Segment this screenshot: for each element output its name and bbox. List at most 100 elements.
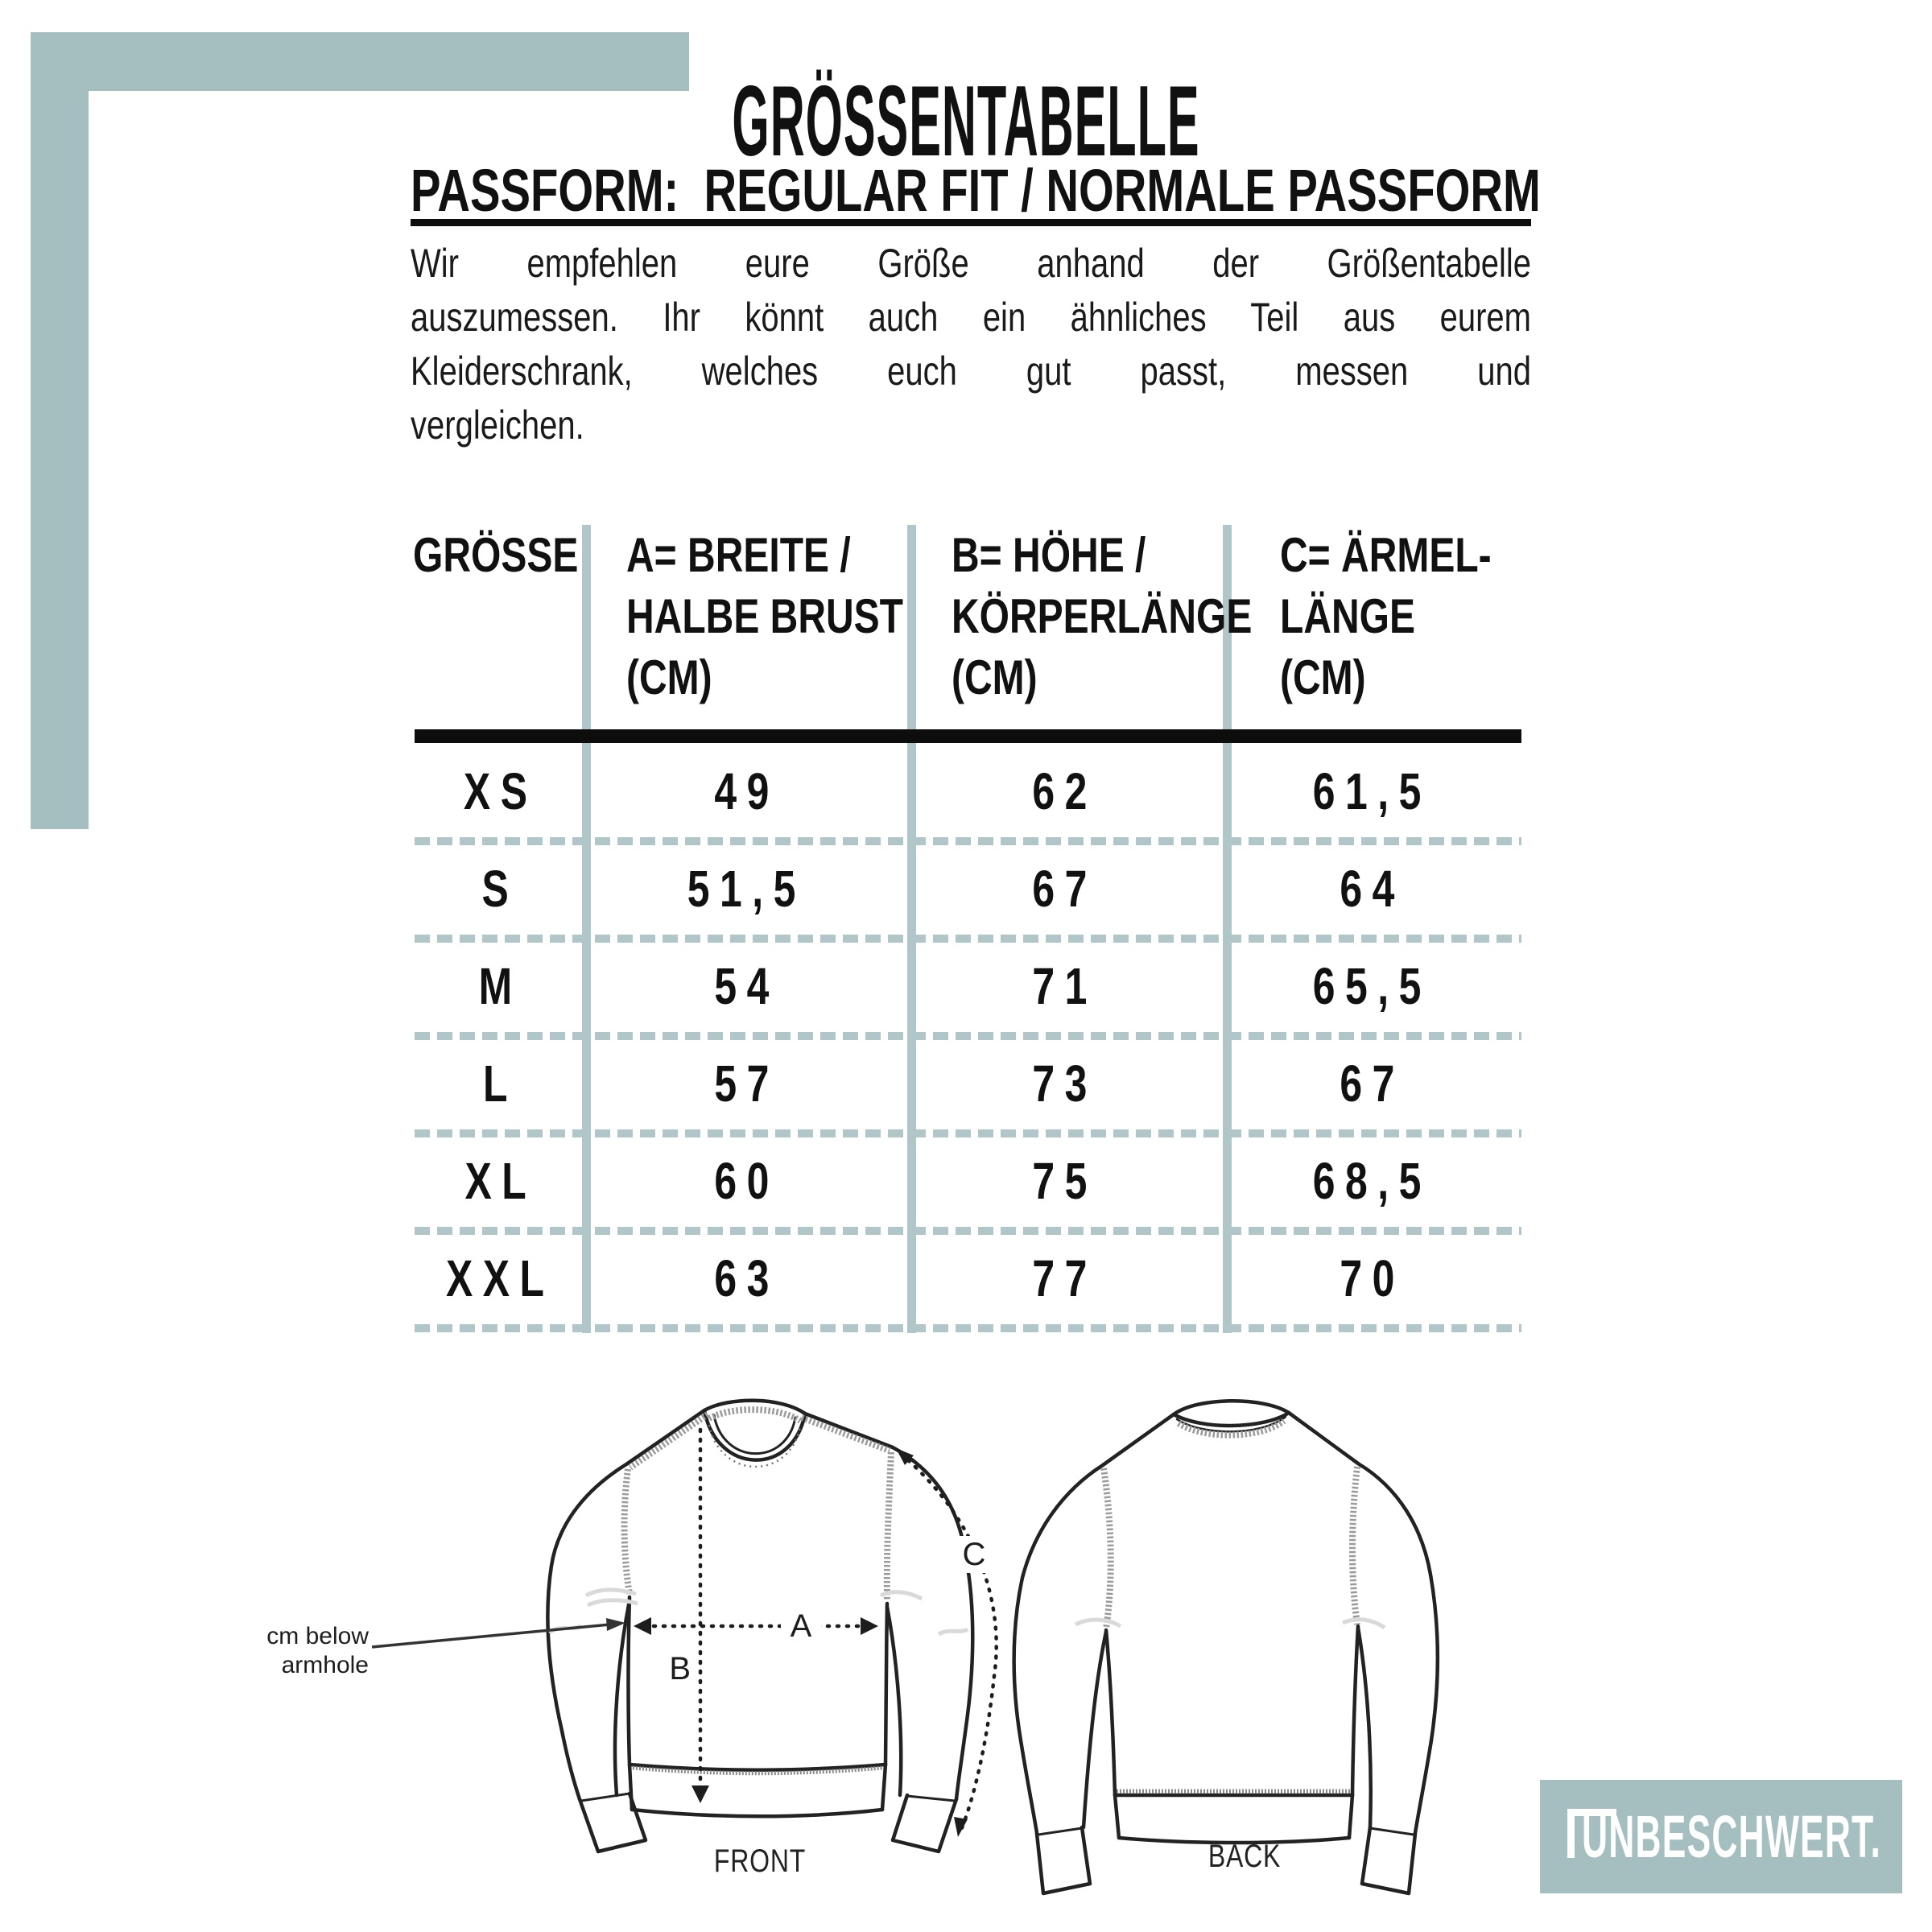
table-row: XL 60 75 68,5 — [415, 1133, 1521, 1230]
table-row: XS 49 62 61,5 — [415, 743, 1521, 840]
header-line: LÄNGE — [1280, 589, 1415, 643]
corner-accent-horizontal — [31, 32, 689, 91]
width-value: 60 — [714, 1152, 779, 1210]
width-value: 54 — [714, 957, 779, 1015]
height-value: 77 — [1032, 1249, 1098, 1307]
table-row: M 54 71 65,5 — [415, 938, 1521, 1035]
size-value: XXL — [446, 1249, 555, 1307]
width-cell: 51,5 — [586, 840, 907, 938]
row-separator — [415, 1129, 1521, 1137]
sleeve-cell: 61,5 — [1223, 743, 1521, 840]
sleeve-cell: 68,5 — [1223, 1133, 1521, 1230]
armhole-note-line2: armhole — [282, 1652, 369, 1678]
row-separator — [415, 1227, 1521, 1235]
back-caption: BACK — [1208, 1839, 1282, 1874]
sleeve-value: 64 — [1340, 860, 1405, 918]
header-line: B= HÖHE / — [952, 528, 1146, 582]
sleeve-cell: 64 — [1223, 840, 1521, 938]
width-value: 51,5 — [687, 860, 807, 918]
size-value: S — [481, 860, 519, 918]
header-line: (CM) — [952, 650, 1038, 704]
sleeve-value: 70 — [1340, 1249, 1405, 1307]
height-value: 62 — [1032, 762, 1098, 820]
sleeve-cell: 65,5 — [1223, 938, 1521, 1035]
sleeve-cell: 70 — [1223, 1230, 1521, 1327]
table-column-separator — [907, 525, 916, 1333]
width-value: 57 — [714, 1055, 779, 1113]
paragraph-line: auszumessen. Ihr könnt auch ein ähnliche… — [411, 295, 1531, 340]
paragraph-line: vergleichen. — [411, 402, 584, 448]
size-cell: L — [415, 1035, 586, 1133]
height-cell: 77 — [907, 1230, 1223, 1327]
width-cell: 60 — [586, 1133, 907, 1230]
header-line: A= BREITE / — [626, 528, 851, 582]
dimension-label-c: C — [963, 1537, 986, 1572]
height-value: 73 — [1032, 1055, 1098, 1113]
table-column-separator — [582, 525, 591, 1333]
front-sweatshirt-diagram: A B C 2.5cm below armhole — [266, 1398, 998, 1854]
width-value: 49 — [714, 762, 779, 820]
width-cell: 57 — [586, 1035, 907, 1133]
sleeve-cell: 67 — [1223, 1035, 1521, 1133]
header-line: C= ÄRMEL- — [1280, 528, 1492, 582]
paragraph-line: Kleiderschrank, welches euch gut passt, … — [411, 349, 1531, 394]
size-value: M — [478, 957, 522, 1015]
size-value: L — [483, 1055, 518, 1113]
table-header-b: B= HÖHE / KÖRPERLÄNGE (CM) — [952, 525, 1252, 708]
row-separator — [415, 837, 1521, 845]
size-cell: XS — [415, 743, 586, 840]
brand-logo: UNBESCHWERT. — [1540, 1780, 1902, 1893]
header-line: (CM) — [626, 650, 712, 704]
height-cell: 62 — [907, 743, 1223, 840]
header-line: (CM) — [1280, 650, 1366, 704]
height-cell: 73 — [907, 1035, 1223, 1133]
size-cell: M — [415, 938, 586, 1035]
table-row: L 57 73 67 — [415, 1035, 1521, 1133]
dimension-label-b: B — [669, 1651, 691, 1686]
sleeve-value: 65,5 — [1312, 957, 1432, 1015]
table-header-c: C= ÄRMEL- LÄNGE (CM) — [1280, 525, 1492, 708]
height-value: 75 — [1032, 1152, 1098, 1210]
table-header-size: GRÖSSE — [413, 528, 579, 582]
height-value: 67 — [1032, 860, 1098, 918]
size-cell: S — [415, 840, 586, 938]
table-header-a: A= BREITE / HALBE BRUST (CM) — [626, 525, 903, 708]
front-caption: FRONT — [713, 1843, 807, 1879]
intro-paragraph: Wir empfehlen eure Größe anhand der Größ… — [411, 237, 1531, 452]
width-cell: 63 — [586, 1230, 907, 1327]
corner-accent-vertical — [31, 32, 89, 829]
table-row: XXL 63 77 70 — [415, 1230, 1521, 1327]
table-row: S 51,5 67 64 — [415, 840, 1521, 938]
header-line: KÖRPERLÄNGE — [952, 589, 1253, 643]
row-separator — [415, 1324, 1521, 1332]
paragraph-line: Wir empfehlen eure Größe anhand der Größ… — [411, 241, 1531, 286]
size-cell: XL — [415, 1133, 586, 1230]
size-value: XL — [464, 1152, 536, 1210]
header-line: HALBE BRUST — [626, 589, 903, 643]
size-value: XS — [463, 762, 538, 820]
size-cell: XXL — [415, 1230, 586, 1327]
sleeve-value: 67 — [1340, 1055, 1405, 1113]
table-column-separator — [1223, 525, 1232, 1333]
brand-logo-text: UNBESCHWERT. — [1582, 1803, 1882, 1870]
heading-underline — [411, 219, 1531, 226]
back-sweatshirt-diagram — [1012, 1399, 1440, 1896]
fit-heading: PASSFORM: REGULAR FIT / NORMALE PASSFORM — [411, 157, 1541, 224]
height-value: 71 — [1032, 957, 1098, 1015]
page-title: GRÖSSENTABELLE — [732, 66, 1200, 178]
dimension-label-a: A — [791, 1608, 812, 1644]
row-separator — [415, 935, 1521, 943]
sleeve-value: 68,5 — [1312, 1152, 1432, 1210]
row-separator — [415, 1032, 1521, 1040]
width-cell: 49 — [586, 743, 907, 840]
height-cell: 67 — [907, 840, 1223, 938]
table-header-rule — [415, 729, 1521, 743]
height-cell: 75 — [907, 1133, 1223, 1230]
armhole-note-line1: 2.5cm below — [266, 1623, 369, 1649]
width-value: 63 — [714, 1249, 779, 1307]
sleeve-value: 61,5 — [1312, 762, 1432, 820]
height-cell: 71 — [907, 938, 1223, 1035]
bracket-icon — [1567, 1809, 1616, 1858]
width-cell: 54 — [586, 938, 907, 1035]
